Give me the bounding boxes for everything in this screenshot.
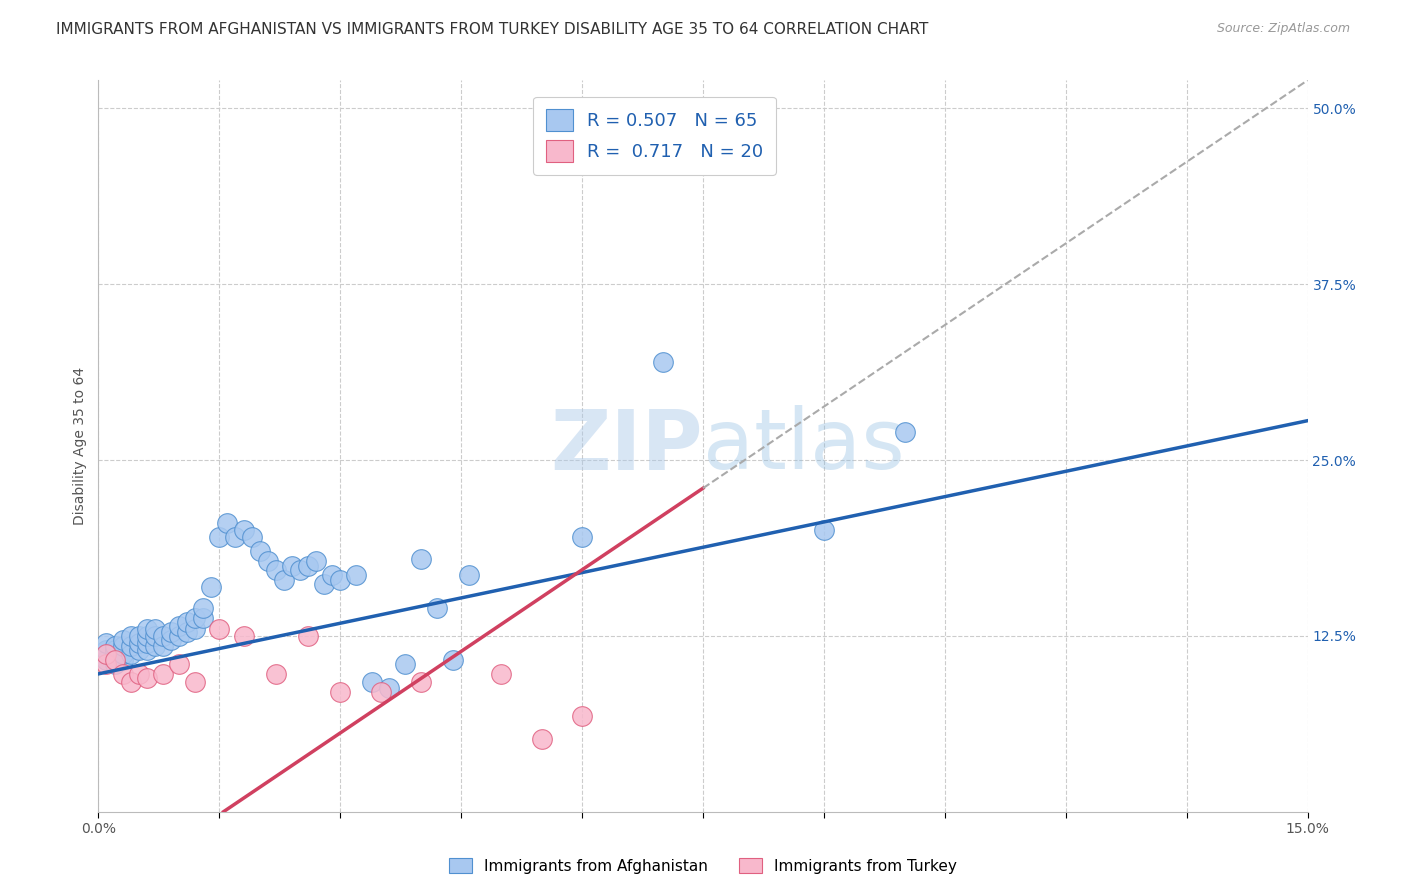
Point [232, 524, 254, 538]
Point [128, 636, 150, 650]
Point [377, 681, 399, 695]
Point [96, 647, 118, 661]
Point [297, 558, 319, 573]
Point [143, 639, 166, 653]
Point [184, 622, 207, 636]
Point [232, 629, 254, 643]
Point [120, 675, 142, 690]
Point [813, 524, 835, 538]
Point [143, 629, 166, 643]
Point [530, 731, 553, 746]
Point [160, 624, 183, 639]
Point [128, 666, 150, 681]
Point [103, 639, 125, 653]
Point [208, 622, 231, 636]
Point [103, 653, 125, 667]
Point [344, 568, 367, 582]
Point [370, 685, 392, 699]
Point [571, 709, 593, 723]
Text: ZIP: ZIP [551, 406, 703, 486]
Point [314, 577, 336, 591]
Point [264, 666, 287, 681]
Point [571, 530, 593, 544]
Text: Source: ZipAtlas.com: Source: ZipAtlas.com [1216, 22, 1350, 36]
Point [240, 530, 263, 544]
Point [305, 554, 328, 568]
Point [208, 530, 231, 544]
Point [651, 354, 673, 368]
Point [143, 622, 166, 636]
Point [184, 610, 207, 624]
Point [96, 643, 118, 657]
Point [103, 657, 125, 671]
Point [128, 643, 150, 657]
Point [160, 633, 183, 648]
Point [176, 624, 198, 639]
Point [167, 657, 190, 671]
Point [176, 615, 198, 629]
Point [128, 629, 150, 643]
Point [152, 639, 174, 653]
Legend: R = 0.507   N = 65, R =  0.717   N = 20: R = 0.507 N = 65, R = 0.717 N = 20 [533, 96, 776, 175]
Point [409, 551, 432, 566]
Point [217, 516, 239, 531]
Point [193, 610, 215, 624]
Point [329, 685, 352, 699]
Point [249, 544, 271, 558]
Point [321, 568, 343, 582]
Point [135, 629, 157, 643]
Point [96, 653, 118, 667]
Point [111, 633, 134, 648]
Point [103, 650, 125, 665]
Point [135, 636, 157, 650]
Point [281, 558, 304, 573]
Point [103, 643, 125, 657]
Point [111, 647, 134, 661]
Point [256, 554, 278, 568]
Point [409, 675, 432, 690]
Y-axis label: Disability Age 35 to 64: Disability Age 35 to 64 [73, 367, 87, 525]
Legend: Immigrants from Afghanistan, Immigrants from Turkey: Immigrants from Afghanistan, Immigrants … [443, 852, 963, 880]
Point [111, 653, 134, 667]
Point [167, 629, 190, 643]
Point [329, 573, 352, 587]
Point [193, 600, 215, 615]
Point [288, 563, 311, 577]
Point [96, 636, 118, 650]
Point [394, 657, 416, 671]
Point [273, 573, 295, 587]
Point [135, 671, 157, 685]
Point [120, 629, 142, 643]
Point [458, 568, 481, 582]
Point [297, 629, 319, 643]
Point [135, 622, 157, 636]
Point [264, 563, 287, 577]
Point [441, 653, 464, 667]
Point [224, 530, 246, 544]
Point [96, 657, 118, 671]
Point [152, 666, 174, 681]
Point [491, 666, 513, 681]
Point [167, 619, 190, 633]
Point [893, 425, 915, 439]
Text: atlas: atlas [703, 406, 904, 486]
Point [361, 675, 384, 690]
Point [120, 639, 142, 653]
Point [426, 600, 449, 615]
Point [111, 639, 134, 653]
Point [135, 643, 157, 657]
Point [120, 647, 142, 661]
Text: IMMIGRANTS FROM AFGHANISTAN VS IMMIGRANTS FROM TURKEY DISABILITY AGE 35 TO 64 CO: IMMIGRANTS FROM AFGHANISTAN VS IMMIGRANT… [56, 22, 928, 37]
Point [111, 666, 134, 681]
Point [184, 675, 207, 690]
Point [152, 629, 174, 643]
Point [200, 580, 222, 594]
